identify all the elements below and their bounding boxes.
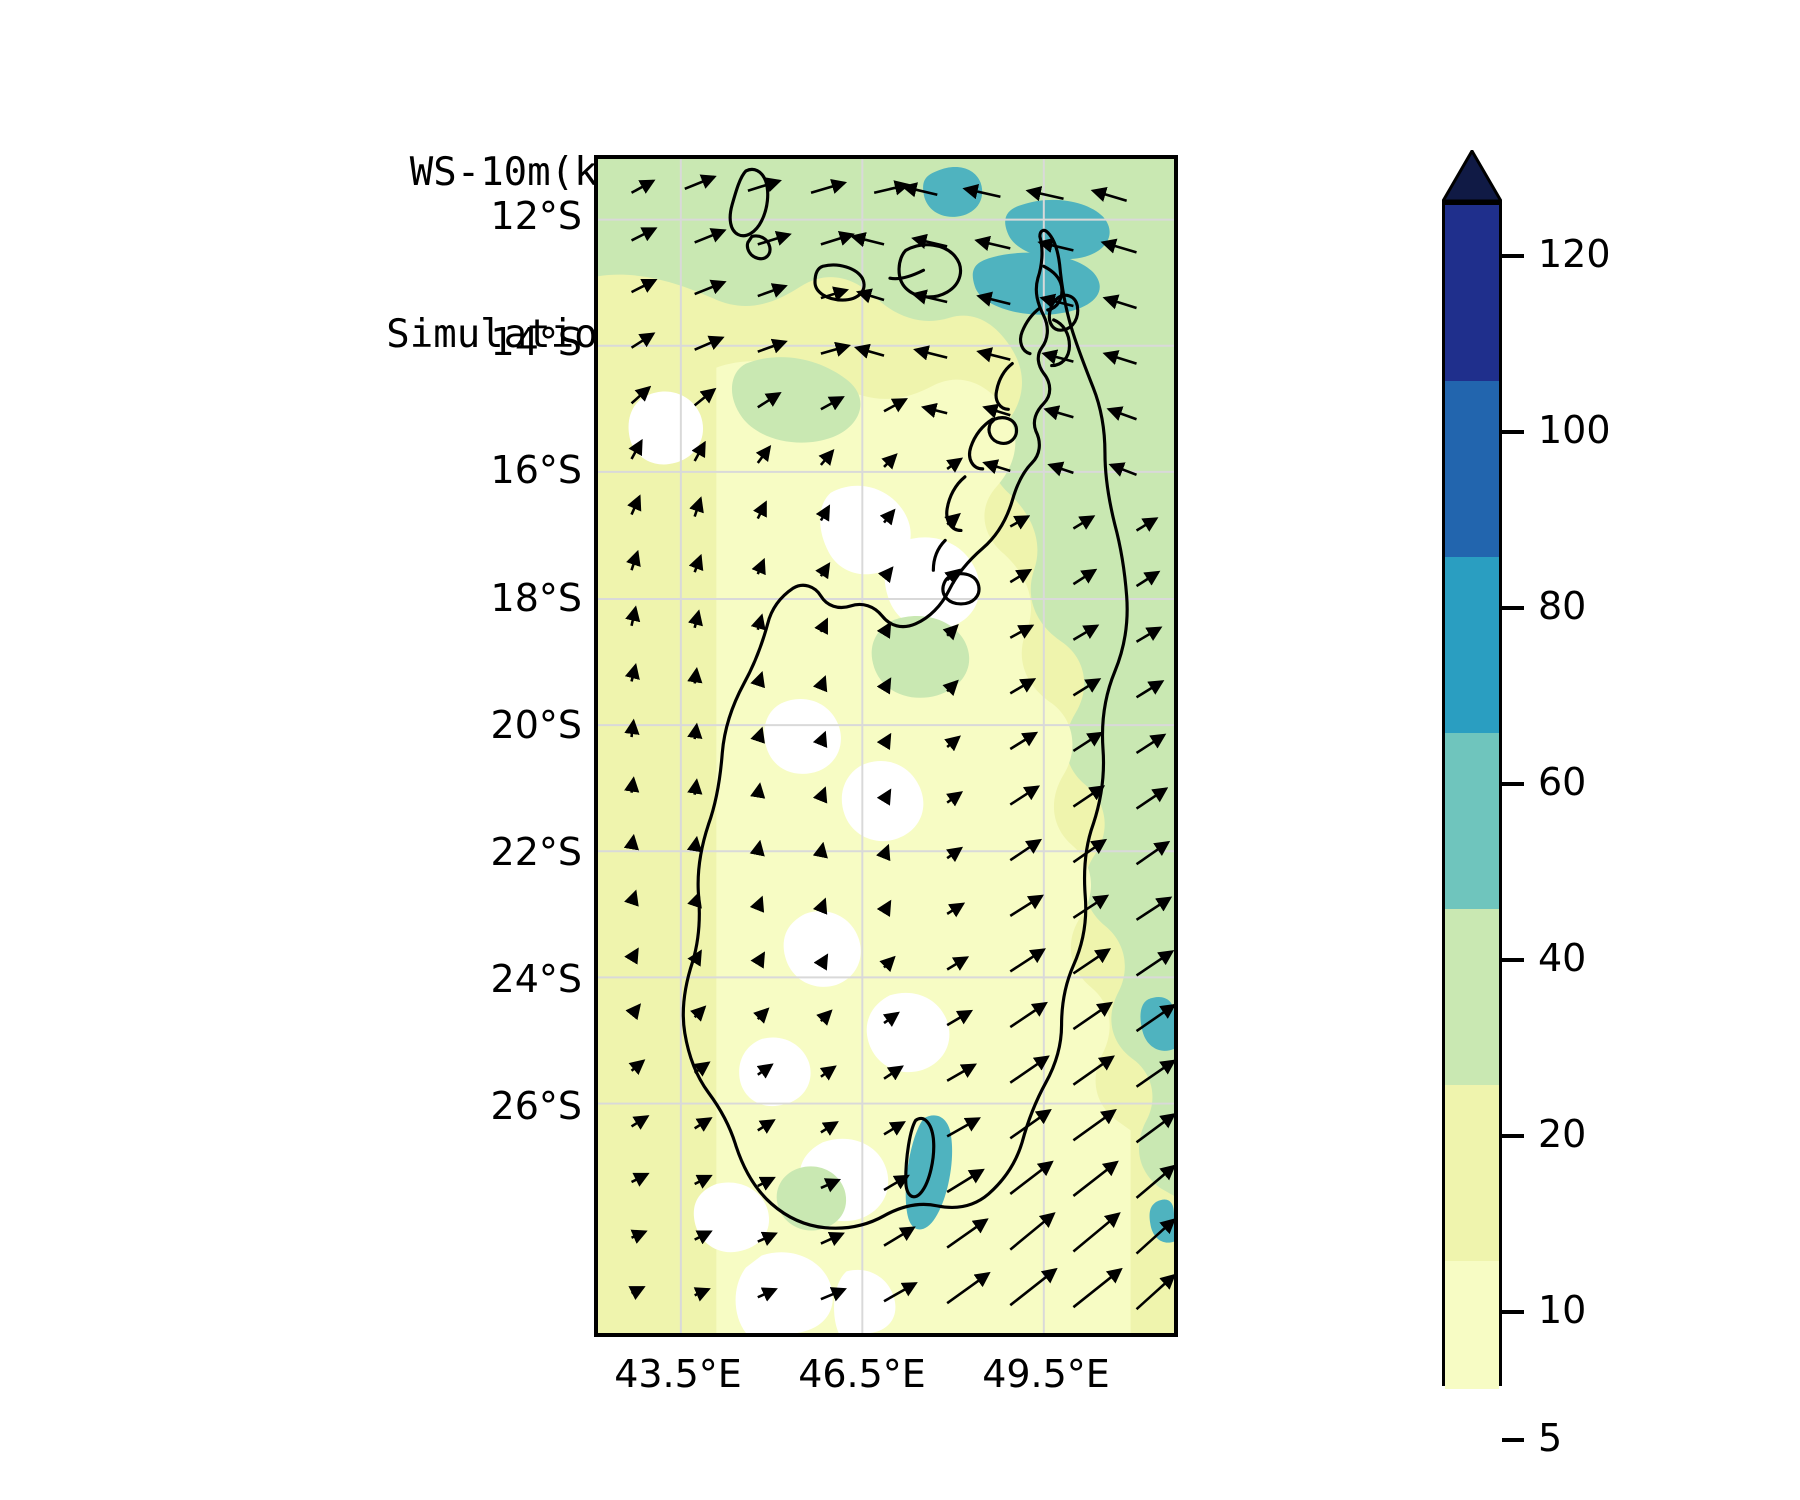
- colorbar-extend-arrow: [1442, 150, 1502, 202]
- island-mayotte-tail: [888, 268, 926, 281]
- map-canvas: [598, 159, 1174, 1333]
- longitude-tick-label: 49.5°E: [982, 1352, 1110, 1396]
- island-grande-comore: [728, 167, 770, 238]
- colorbar-tick-label: 5: [1538, 1416, 1563, 1460]
- colorbar-tick-label: 100: [1538, 408, 1611, 452]
- latitude-tick-label: 24°S: [490, 957, 582, 1001]
- colorbar-segment: [1445, 557, 1499, 733]
- colorbar-segment: [1445, 205, 1499, 381]
- latitude-tick-label: 22°S: [490, 830, 582, 874]
- colorbar-tick-label: 10: [1538, 1288, 1587, 1332]
- latitude-tick-label: 14°S: [490, 320, 582, 364]
- colorbar[interactable]: 120 100 80 60 40 20 10 5: [1442, 150, 1762, 1460]
- madagascar-outline: [681, 228, 1129, 1230]
- colorbar-tick-label: 40: [1538, 936, 1587, 980]
- map-plot-area: [594, 155, 1178, 1337]
- longitude-tick-label: 46.5°E: [798, 1352, 926, 1396]
- colorbar-segment: [1445, 909, 1499, 1085]
- colorbar-segment: [1445, 733, 1499, 909]
- colorbar-tick-mark: [1502, 430, 1524, 434]
- colorbar-tick-mark: [1502, 1310, 1524, 1314]
- island-comore-2: [745, 234, 772, 261]
- colorbar-tick-label: 60: [1538, 760, 1587, 804]
- colorbar-segment: [1445, 1261, 1499, 1389]
- colorbar-tick-mark: [1502, 1134, 1524, 1138]
- island-se: [904, 1116, 936, 1199]
- colorbar-tick-label: 20: [1538, 1112, 1587, 1156]
- longitude-tick-label: 43.5°E: [614, 1352, 742, 1396]
- latitude-tick-label: 16°S: [490, 448, 582, 492]
- coastline-layer: [681, 167, 1129, 1230]
- latitude-tick-label: 20°S: [490, 703, 582, 747]
- filled-contour-layer: [598, 159, 1174, 1333]
- wind-vector-field: [623, 174, 1174, 1311]
- colorbar-tick-mark: [1502, 1438, 1524, 1442]
- colorbar-tick-label: 80: [1538, 584, 1587, 628]
- colorbar-tick-mark: [1502, 254, 1524, 258]
- colorbar-gradient: [1442, 202, 1502, 1389]
- latitude-tick-label: 12°S: [490, 194, 582, 238]
- colorbar-tick-mark: [1502, 958, 1524, 962]
- island-small-ne: [987, 416, 1019, 445]
- colorbar-tick-mark: [1502, 606, 1524, 610]
- wind-max-patch-ne-1: [923, 166, 983, 217]
- wind-max-patch-ne-2: [1005, 199, 1110, 260]
- colorbar-segment: [1445, 381, 1499, 557]
- latitude-tick-label: 18°S: [490, 576, 582, 620]
- colorbar-tick-mark: [1502, 782, 1524, 786]
- colorbar-segment: [1445, 1085, 1499, 1261]
- latitude-tick-label: 26°S: [490, 1084, 582, 1128]
- colorbar-tick-label: 120: [1538, 232, 1611, 276]
